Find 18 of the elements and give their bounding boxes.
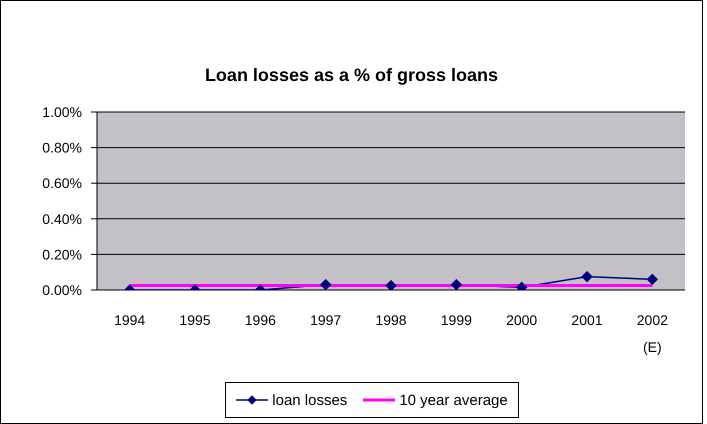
legend-label: 10 year average — [399, 392, 508, 408]
y-tick-label: 0.40% — [42, 210, 82, 227]
x-tick-label: 1994 — [114, 312, 146, 328]
x-tick-label: 2001 — [571, 312, 603, 328]
y-tick-label: 1.00% — [42, 104, 82, 120]
x-tick-label: 2000 — [506, 312, 538, 328]
x-tick-label: 2002 (E) — [636, 312, 668, 355]
y-tick-label: 0.00% — [42, 282, 82, 298]
x-tick-label: 1999 — [440, 312, 472, 328]
chart-title: Loan losses as a % of gross loans — [204, 65, 500, 86]
y-tick-label: 0.80% — [42, 140, 82, 156]
y-tick-label: 0.20% — [42, 246, 82, 262]
y-tick-label: 0.60% — [42, 175, 82, 192]
legend-label: loan losses — [272, 392, 348, 408]
x-tick-label: 1996 — [244, 312, 276, 328]
x-tick-label: 1995 — [179, 312, 211, 328]
x-tick-label: 1998 — [375, 312, 407, 328]
x-tick-label: 1997 — [310, 312, 342, 328]
